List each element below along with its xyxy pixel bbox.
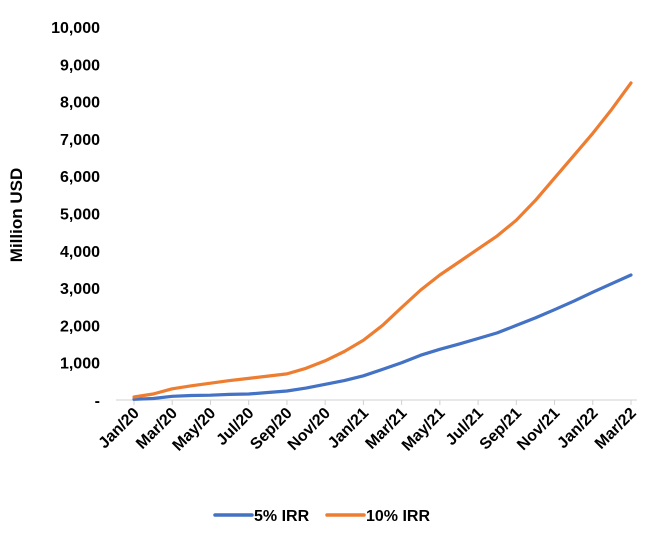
x-tick-label: Nov/20 xyxy=(285,405,334,454)
y-tick-label: 2,000 xyxy=(60,318,100,335)
y-tick-label: 3,000 xyxy=(60,281,100,298)
x-tick-label: Jan/21 xyxy=(325,405,372,452)
x-axis-ticks: Jan/20Mar/20May/20Jul/20Sep/20Nov/20Jan/… xyxy=(96,405,640,455)
legend-label: 10% IRR xyxy=(366,508,430,525)
y-tick-label: - xyxy=(95,393,100,410)
y-tick-label: 7,000 xyxy=(60,132,100,149)
x-tick-label: Nov/21 xyxy=(514,405,563,454)
x-tick-label: Jan/22 xyxy=(554,405,601,452)
x-axis-tick-marks xyxy=(133,400,632,405)
x-tick-label: Mar/22 xyxy=(592,405,640,453)
legend-label: 5% IRR xyxy=(254,508,310,525)
y-tick-label: 8,000 xyxy=(60,95,100,112)
y-tick-label: 4,000 xyxy=(60,244,100,261)
y-tick-label: 5,000 xyxy=(60,207,100,224)
series-line-5-irr xyxy=(132,273,633,401)
x-tick-label: Jan/20 xyxy=(96,405,143,452)
y-tick-label: 9,000 xyxy=(60,57,100,74)
y-axis-title: Million USD xyxy=(7,168,26,262)
x-tick-label: May/21 xyxy=(399,405,449,455)
series-line-10-irr xyxy=(132,81,633,399)
x-tick-label: May/20 xyxy=(170,405,220,455)
y-axis-ticks: - 1,000 2,000 3,000 4,000 5,000 6,000 7,000 8,00… xyxy=(51,20,100,410)
y-tick-label: 10,000 xyxy=(51,20,100,37)
legend: 5% IRR 10% IRR xyxy=(213,508,430,525)
series-lines xyxy=(132,81,633,401)
y-tick-label: 1,000 xyxy=(60,356,100,373)
y-tick-label: 6,000 xyxy=(60,169,100,186)
